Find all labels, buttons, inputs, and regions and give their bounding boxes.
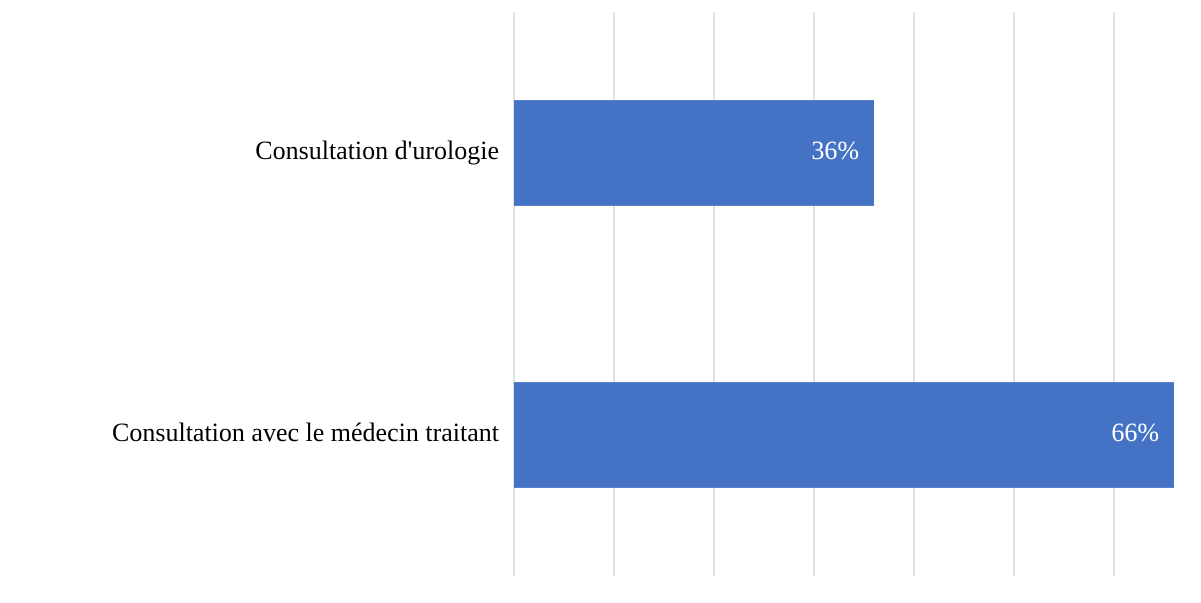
bar: [514, 100, 874, 206]
bar: [514, 382, 1174, 488]
value-label: 66%: [1111, 418, 1159, 447]
value-label: 36%: [811, 136, 859, 165]
category-label: Consultation d'urologie: [255, 136, 499, 165]
category-label: Consultation avec le médecin traitant: [112, 418, 500, 447]
